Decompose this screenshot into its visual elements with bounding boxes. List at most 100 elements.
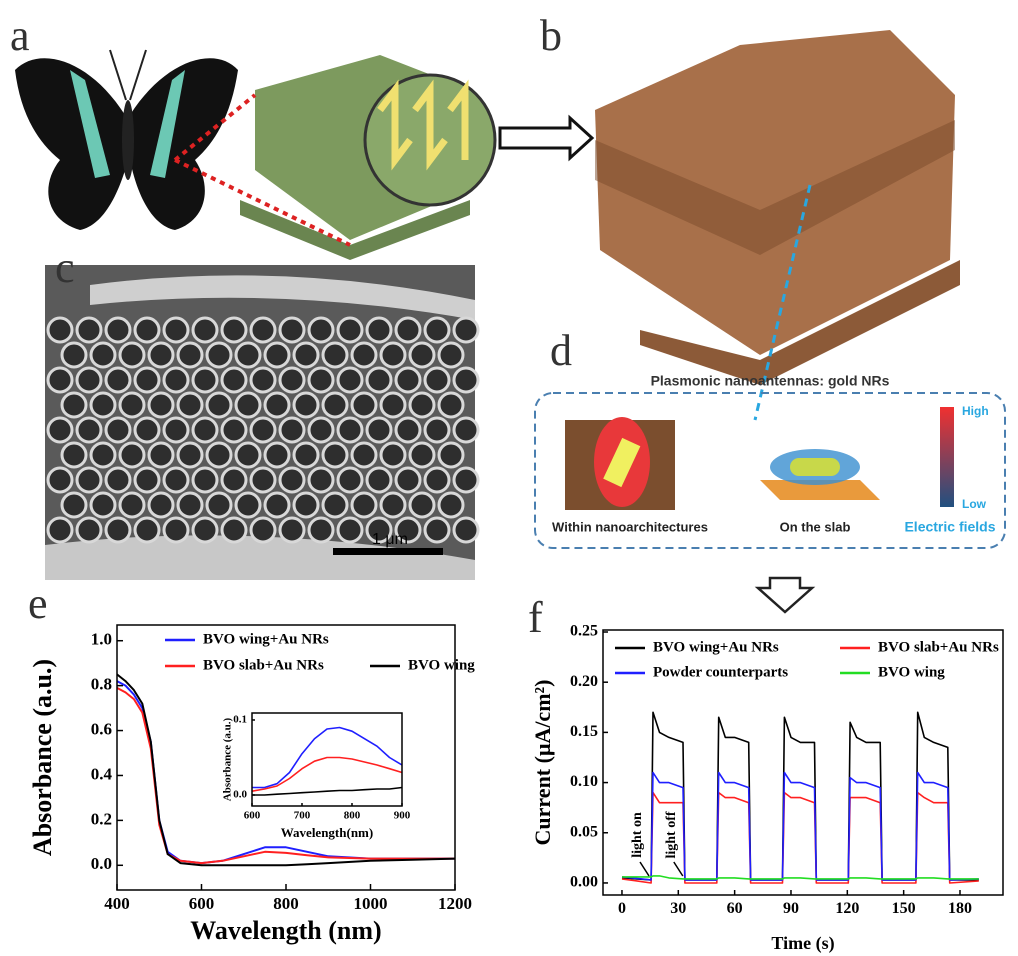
x-tick-label: 400 [104, 894, 130, 913]
annotation: light on [630, 812, 645, 858]
pore [106, 368, 130, 392]
legend-label: BVO slab+Au NRs [203, 657, 324, 673]
pore [48, 368, 72, 392]
pore [338, 318, 362, 342]
pore [280, 418, 304, 442]
pore [396, 318, 420, 342]
pore [439, 393, 463, 417]
pore [207, 343, 231, 367]
x-axis-title: Wavelength (nm) [190, 916, 381, 945]
pore [222, 418, 246, 442]
pore [410, 393, 434, 417]
y-tick-label: 0.1 [233, 714, 247, 726]
pore [396, 468, 420, 492]
pore [454, 318, 478, 342]
pore [410, 343, 434, 367]
pore [280, 368, 304, 392]
pore [425, 518, 449, 542]
pore [135, 518, 159, 542]
y-tick-label: 0.0 [233, 789, 247, 801]
panel-label: a [10, 11, 30, 60]
y-tick-label: 0.00 [570, 874, 598, 891]
pore [352, 493, 376, 517]
pore [193, 468, 217, 492]
pore [323, 443, 347, 467]
pore [135, 468, 159, 492]
y-tick-label: 0.4 [91, 764, 113, 783]
pore [193, 318, 217, 342]
pore [120, 443, 144, 467]
x-tick-label: 1200 [438, 894, 472, 913]
pore [149, 343, 173, 367]
x-tick-label: 700 [294, 809, 311, 821]
pore [352, 393, 376, 417]
pore [149, 493, 173, 517]
pore [236, 343, 260, 367]
y-tick-label: 0.20 [570, 673, 598, 690]
pore [309, 368, 333, 392]
x-axis-title: Wavelength(nm) [281, 825, 373, 840]
pore [77, 318, 101, 342]
pore [425, 318, 449, 342]
pore [77, 468, 101, 492]
pore [135, 318, 159, 342]
pore [120, 343, 144, 367]
pore [454, 418, 478, 442]
pore [251, 518, 275, 542]
caption: Within nanoarchitectures [552, 519, 708, 534]
colorbar-high: High [962, 404, 989, 418]
pore [323, 343, 347, 367]
x-tick-label: 30 [670, 900, 686, 917]
pore [164, 368, 188, 392]
x-tick-label: 600 [244, 809, 261, 821]
colorbar-label: Electric fields [904, 519, 995, 535]
pore [62, 343, 86, 367]
scale-bar-label: 1 μm [372, 531, 408, 548]
pore [381, 393, 405, 417]
pore [265, 393, 289, 417]
pore [149, 443, 173, 467]
pore [439, 493, 463, 517]
pore [106, 418, 130, 442]
pore [222, 518, 246, 542]
pore [91, 343, 115, 367]
diagram-title: Plasmonic nanoantennas: gold NRs [651, 373, 890, 389]
pore [396, 418, 420, 442]
pore [425, 368, 449, 392]
legend-label: BVO wing [878, 664, 945, 680]
pore [381, 343, 405, 367]
pore [62, 443, 86, 467]
pore [338, 518, 362, 542]
y-tick-label: 0.05 [570, 823, 598, 840]
pore [193, 418, 217, 442]
y-tick-label: 0.0 [91, 854, 112, 873]
pore [352, 443, 376, 467]
pore [193, 368, 217, 392]
x-tick-label: 800 [273, 894, 299, 913]
pore [91, 393, 115, 417]
legend-label: BVO wing+Au NRs [653, 639, 779, 655]
pore [106, 468, 130, 492]
y-tick-label: 0.8 [91, 675, 112, 694]
pore [178, 343, 202, 367]
pore [454, 518, 478, 542]
pore [48, 418, 72, 442]
pore [294, 393, 318, 417]
annotation: light off [664, 811, 679, 858]
pore [91, 493, 115, 517]
pore [236, 443, 260, 467]
pore [338, 368, 362, 392]
pore [309, 468, 333, 492]
x-tick-label: 180 [948, 900, 972, 917]
pore [62, 493, 86, 517]
pore [207, 493, 231, 517]
panel-label: e [28, 579, 48, 628]
pore [265, 343, 289, 367]
pore [410, 493, 434, 517]
pore [106, 518, 130, 542]
pore [309, 318, 333, 342]
pore [309, 418, 333, 442]
pore [367, 468, 391, 492]
pore [222, 368, 246, 392]
pore [425, 418, 449, 442]
